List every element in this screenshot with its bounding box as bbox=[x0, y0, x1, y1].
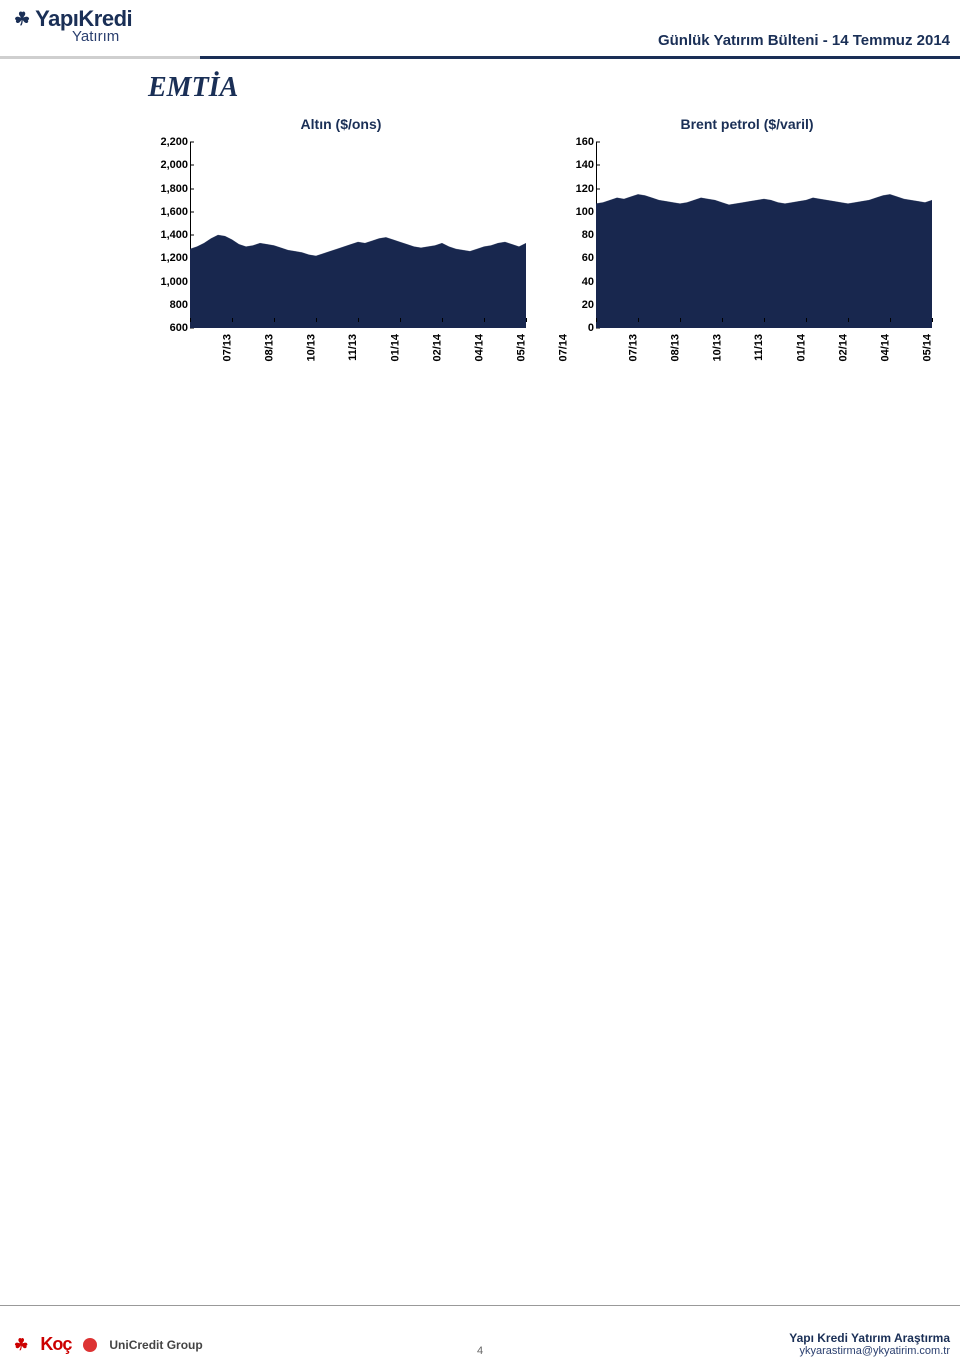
xtick-mark bbox=[358, 318, 359, 322]
page-footer: ☘ Koç UniCredit Group 4 Yapı Kredi Yatır… bbox=[0, 1305, 960, 1365]
xtick-label: 02/14 bbox=[838, 334, 850, 362]
ytick-label: 60 bbox=[582, 252, 594, 264]
ytick-label: 40 bbox=[582, 276, 594, 288]
xtick-mark bbox=[806, 318, 807, 322]
brent-plot-wrap: 020406080100120140160 07/1308/1310/1311/… bbox=[554, 142, 940, 342]
ytick-label: 1,800 bbox=[160, 183, 188, 195]
ytick-label: 140 bbox=[576, 159, 594, 171]
footer-org-name: Yapı Kredi Yatırım Araştırma bbox=[789, 1331, 950, 1345]
page: ☘ YapıKredi Yatırım Günlük Yatırım Bülte… bbox=[0, 0, 960, 1365]
gold-chart: Altın ($/ons) 600 800 1,000 1,200 1,400 1,600… bbox=[148, 116, 534, 342]
gold-xaxis-ticks: 07/13 08/13 10/13 11/13 01/14 02/14 04/14 05/14… bbox=[190, 332, 526, 374]
xtick-mark bbox=[316, 318, 317, 322]
xtick-label: 07/13 bbox=[222, 334, 234, 362]
unicredit-logo-mark bbox=[83, 1338, 97, 1352]
brent-chart-title: Brent petrol ($/varil) bbox=[554, 116, 940, 132]
ytick-label: 1,400 bbox=[160, 229, 188, 241]
xtick-mark bbox=[722, 318, 723, 322]
footer-rule bbox=[0, 1305, 960, 1306]
xtick-mark bbox=[848, 318, 849, 322]
footer-left-brands: ☘ Koç UniCredit Group bbox=[14, 1334, 203, 1355]
xtick-mark bbox=[638, 318, 639, 322]
charts-row: Altın ($/ons) 6008001,0001,2001,4001,600… bbox=[148, 116, 940, 342]
ytick-label: 1,000 bbox=[160, 276, 188, 288]
ytick-label: 600 bbox=[170, 322, 188, 334]
footer-email: ykyarastirma@ykyatirim.com.tr bbox=[789, 1345, 950, 1357]
brand-logo-mark: ☘ bbox=[14, 9, 29, 30]
xtick-label: 04/14 bbox=[474, 334, 486, 362]
xtick-mark bbox=[274, 318, 275, 322]
gold-plot-wrap: 6008001,0001,2001,4001,6001,8002,0002,20… bbox=[148, 142, 534, 342]
gold-plot-area bbox=[190, 142, 526, 328]
xtick-mark bbox=[400, 318, 401, 322]
gold-chart-title: Altın ($/ons) bbox=[148, 116, 534, 132]
page-header: ☘ YapıKredi Yatırım Günlük Yatırım Bülte… bbox=[0, 0, 960, 64]
xtick-label: 08/13 bbox=[264, 334, 276, 362]
brent-xaxis-ticks: 07/13 08/13 10/13 11/13 01/14 02/14 04/14 05/14… bbox=[596, 332, 932, 374]
ytick-label: 800 bbox=[170, 299, 188, 311]
xtick-label: 05/14 bbox=[922, 334, 934, 362]
ytick-label: 2,000 bbox=[160, 159, 188, 171]
ytick-label: 120 bbox=[576, 183, 594, 195]
gold-series bbox=[190, 142, 526, 328]
xtick-label: 02/14 bbox=[432, 334, 444, 362]
ytick-label: 20 bbox=[582, 299, 594, 311]
xtick-label: 01/14 bbox=[796, 334, 808, 362]
brand-logo-subtext: Yatırım bbox=[72, 28, 119, 45]
xtick-mark bbox=[932, 318, 933, 322]
section-title: EMTİA bbox=[148, 72, 238, 104]
xtick-mark bbox=[190, 318, 191, 322]
xtick-label: 04/14 bbox=[880, 334, 892, 362]
brent-yaxis-ticks: 020406080100120140160 bbox=[554, 142, 594, 328]
xtick-label: 01/14 bbox=[390, 334, 402, 362]
xtick-mark bbox=[764, 318, 765, 322]
xtick-label: 05/14 bbox=[516, 334, 528, 362]
bulletin-title: Günlük Yatırım Bülteni - 14 Temmuz 2014 bbox=[658, 32, 950, 49]
unicredit-logo-text: UniCredit Group bbox=[109, 1338, 202, 1352]
xtick-label: 10/13 bbox=[712, 334, 724, 362]
xtick-label: 11/13 bbox=[753, 334, 765, 361]
koc-logo-text: Koç bbox=[40, 1334, 71, 1355]
ytick-label: 100 bbox=[576, 206, 594, 218]
ytick-label: 160 bbox=[576, 136, 594, 148]
xtick-label: 11/13 bbox=[347, 334, 359, 361]
xtick-mark bbox=[596, 318, 597, 322]
brent-chart: Brent petrol ($/varil) 0 20 40 60 80 100 120 14… bbox=[554, 116, 940, 342]
ytick-label: 0 bbox=[588, 322, 594, 334]
xtick-mark bbox=[442, 318, 443, 322]
xtick-mark bbox=[680, 318, 681, 322]
xtick-mark bbox=[484, 318, 485, 322]
brent-series bbox=[596, 142, 932, 328]
gold-yaxis-ticks: 6008001,0001,2001,4001,6001,8002,0002,20… bbox=[148, 142, 188, 328]
ytick-label: 1,200 bbox=[160, 252, 188, 264]
ytick-label: 2,200 bbox=[160, 136, 188, 148]
brand-logo: ☘ YapıKredi Yatırım bbox=[14, 6, 132, 45]
footer-right: Yapı Kredi Yatırım Araştırma ykyarastirm… bbox=[789, 1331, 950, 1357]
brent-plot-area bbox=[596, 142, 932, 328]
xtick-mark bbox=[890, 318, 891, 322]
xtick-label: 07/13 bbox=[628, 334, 640, 362]
ytick-label: 80 bbox=[582, 229, 594, 241]
koc-logo-mark: ☘ bbox=[14, 1335, 28, 1355]
header-rule-inner bbox=[200, 56, 960, 59]
xtick-label: 10/13 bbox=[306, 334, 318, 362]
page-number: 4 bbox=[477, 1345, 483, 1357]
ytick-label: 1,600 bbox=[160, 206, 188, 218]
xtick-mark bbox=[232, 318, 233, 322]
xtick-label: 08/13 bbox=[670, 334, 682, 362]
xtick-mark bbox=[526, 318, 527, 322]
